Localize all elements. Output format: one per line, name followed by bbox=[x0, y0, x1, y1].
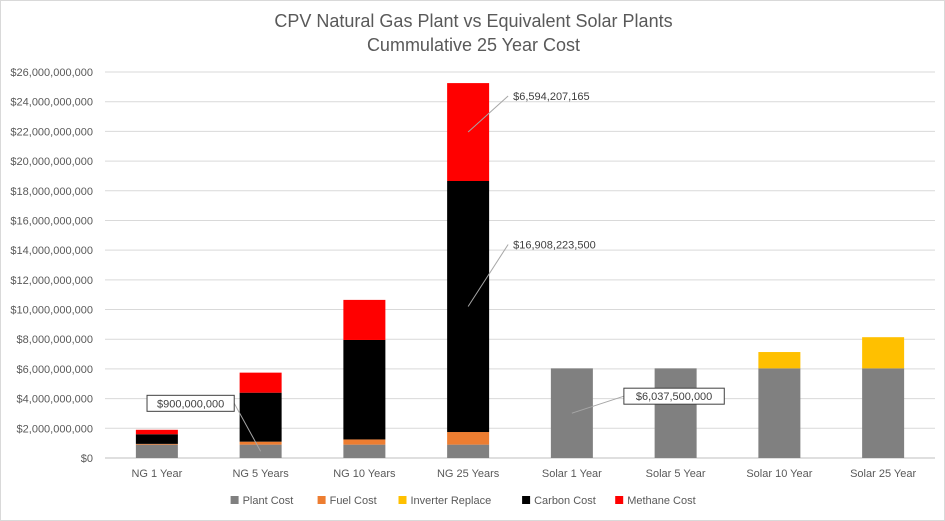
chart-title: CPV Natural Gas Plant vs Equivalent Sola… bbox=[274, 11, 673, 31]
y-tick-label: $26,000,000,000 bbox=[10, 67, 93, 79]
callout-box bbox=[623, 387, 725, 405]
bar-ng-1-year-fuel-cost bbox=[135, 443, 178, 445]
x-tick-label: Solar 1 Year bbox=[542, 468, 602, 480]
bar-solar-10-year-inverter-replace bbox=[758, 352, 801, 369]
data-label: $900,000,000 bbox=[157, 398, 224, 410]
x-tick-label: Solar 25 Year bbox=[850, 468, 916, 480]
chart-subtitle: Cummulative 25 Year Cost bbox=[366, 35, 581, 55]
y-tick-label: $6,000,000,000 bbox=[17, 364, 93, 376]
y-tick-label: $16,000,000,000 bbox=[10, 215, 93, 227]
x-tick-label: NG 25 Years bbox=[437, 468, 500, 480]
bar-ng-1-year-plant-cost bbox=[135, 444, 178, 458]
bar-solar-10-year-plant-cost bbox=[758, 368, 801, 458]
bar-ng-10-years-plant-cost bbox=[343, 444, 386, 458]
legend-swatch-inverter-replace bbox=[398, 496, 407, 504]
y-tick-label: $0 bbox=[81, 453, 93, 465]
x-tick-label: Solar 10 Year bbox=[746, 468, 812, 480]
callout-leader-line bbox=[467, 95, 509, 133]
y-tick-label: $18,000,000,000 bbox=[10, 186, 93, 198]
callout-leader-line bbox=[467, 244, 509, 307]
y-tick-label: $10,000,000,000 bbox=[10, 305, 93, 317]
y-axis-tick-labels: $0 $2,000,000,000 $4,000,000,000 $6,000,000… bbox=[10, 67, 93, 465]
bar-solar-5-year-plant-cost bbox=[654, 368, 697, 458]
bar-solar-25-year-inverter-replace bbox=[862, 337, 905, 369]
y-tick-label: $8,000,000,000 bbox=[17, 334, 93, 346]
legend: Plant Cost Fuel Cost Inverter Replace Carbo… bbox=[230, 495, 696, 507]
legend-label: Carbon Cost bbox=[534, 495, 596, 507]
x-tick-label: NG 1 Year bbox=[131, 468, 182, 480]
legend-swatch-methane-cost bbox=[615, 496, 624, 504]
data-label: $6,037,500,000 bbox=[636, 391, 712, 403]
bar-ng-25-years-plant-cost bbox=[447, 444, 490, 458]
y-tick-label: $4,000,000,000 bbox=[17, 394, 93, 406]
data-label: $16,908,223,500 bbox=[513, 240, 596, 252]
y-tick-label: $20,000,000,000 bbox=[10, 156, 93, 168]
y-tick-label: $22,000,000,000 bbox=[10, 126, 93, 138]
y-tick-label: $12,000,000,000 bbox=[10, 275, 93, 287]
bar-ng-10-years-fuel-cost bbox=[343, 439, 386, 445]
bar-ng-5-years-carbon-cost bbox=[239, 392, 282, 442]
x-axis-tick-labels: NG 1 Year NG 5 Years NG 10 Years NG 25 Year… bbox=[131, 468, 916, 480]
y-tick-label: $2,000,000,000 bbox=[17, 423, 93, 435]
legend-label: Plant Cost bbox=[243, 495, 294, 507]
y-tick-label: $24,000,000,000 bbox=[10, 97, 93, 109]
legend-label: Fuel Cost bbox=[330, 495, 377, 507]
annotations: $900,000,000 $6,037,500,000 $16,908,223,50… bbox=[146, 91, 725, 452]
callout-box bbox=[146, 394, 235, 412]
legend-swatch-fuel-cost bbox=[317, 496, 326, 504]
bars bbox=[135, 83, 905, 458]
x-tick-label: Solar 5 Year bbox=[646, 468, 706, 480]
legend-swatch-carbon-cost bbox=[522, 496, 531, 504]
y-tick-label: $14,000,000,000 bbox=[10, 245, 93, 257]
legend-swatch-plant-cost bbox=[230, 496, 239, 504]
callout-leader-line bbox=[571, 395, 625, 414]
bar-ng-5-years-fuel-cost bbox=[239, 441, 282, 445]
bar-ng-1-year-carbon-cost bbox=[135, 434, 178, 444]
bar-ng-1-year-methane-cost bbox=[135, 429, 178, 435]
bar-ng-25-years-fuel-cost bbox=[447, 432, 490, 445]
bar-ng-5-years-methane-cost bbox=[239, 372, 282, 393]
data-label: $6,594,207,165 bbox=[513, 91, 589, 103]
callout-leader-line bbox=[233, 403, 262, 452]
bar-solar-25-year-plant-cost bbox=[862, 368, 905, 458]
legend-label: Methane Cost bbox=[627, 495, 695, 507]
x-tick-label: NG 10 Years bbox=[333, 468, 396, 480]
bar-ng-10-years-methane-cost bbox=[343, 299, 386, 340]
x-tick-label: NG 5 Years bbox=[232, 468, 289, 480]
legend-label: Inverter Replace bbox=[411, 495, 492, 507]
bar-ng-10-years-carbon-cost bbox=[343, 339, 386, 440]
